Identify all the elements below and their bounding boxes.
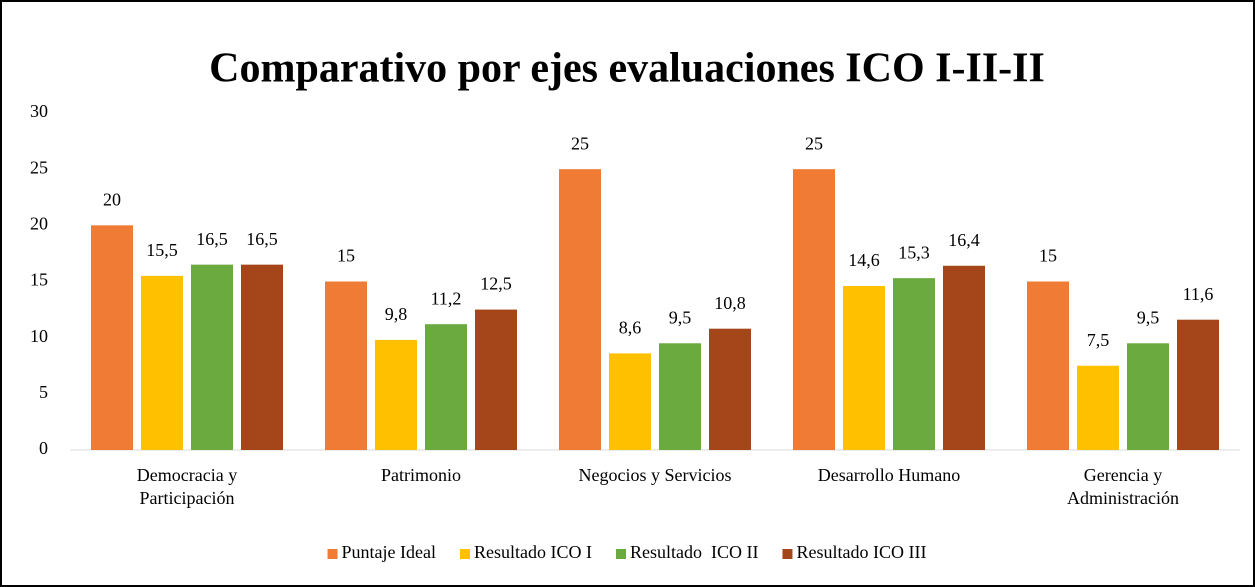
bar (1127, 343, 1169, 450)
data-label: 25 (805, 133, 823, 153)
x-tick-label: Gerencia y Administración (1067, 465, 1179, 508)
y-tick-label: 15 (30, 270, 48, 290)
legend-label: Resultado ICO II (630, 542, 758, 562)
bar (659, 343, 701, 450)
bar (609, 353, 651, 450)
bar (475, 309, 517, 450)
data-label: 11,6 (1183, 284, 1214, 304)
data-label: 12,5 (480, 274, 512, 294)
legend-swatch (460, 549, 471, 559)
x-tick-label: Desarrollo Humano (817, 465, 961, 485)
bar (425, 324, 467, 450)
x-tick-label: Negocios y Servicios (578, 465, 732, 485)
data-label: 16,5 (196, 229, 228, 249)
bar (1177, 319, 1219, 450)
y-tick-label: 25 (30, 157, 48, 177)
y-tick-label: 0 (39, 438, 48, 458)
x-tick-label: Patrimonio (381, 465, 461, 485)
y-tick-label: 30 (30, 101, 48, 121)
data-label: 15 (337, 246, 355, 266)
bar (893, 278, 935, 450)
data-label: 10,8 (714, 293, 746, 313)
legend-label: Resultado ICO I (474, 542, 592, 562)
chart-title: Comparativo por ejes evaluaciones ICO I-… (209, 46, 1045, 92)
data-label: 11,2 (431, 288, 462, 308)
data-label: 8,6 (619, 318, 642, 338)
bar (843, 285, 885, 450)
data-label: 9,5 (1137, 307, 1160, 327)
bar (191, 264, 233, 450)
legend-label: Resultado ICO III (796, 542, 926, 562)
data-label: 15,5 (146, 240, 178, 260)
bar (793, 169, 835, 450)
bar (375, 339, 417, 450)
bar (241, 264, 283, 450)
y-tick-label: 5 (39, 382, 48, 402)
bar (1027, 281, 1069, 450)
data-label: 16,4 (948, 230, 980, 250)
data-label: 7,5 (1087, 330, 1110, 350)
y-tick-label: 20 (30, 213, 48, 233)
legend-swatch (327, 549, 338, 559)
bar (559, 169, 601, 450)
y-tick-label: 10 (30, 326, 48, 346)
bar (325, 281, 367, 450)
data-label: 25 (571, 133, 589, 153)
bar (91, 225, 133, 450)
legend-swatch (782, 549, 793, 559)
data-label: 15 (1039, 246, 1057, 266)
bar (943, 265, 985, 450)
data-label: 9,5 (669, 307, 692, 327)
legend-swatch (615, 549, 626, 559)
x-tick-label: Democracia y Participación (136, 465, 238, 508)
data-label: 20 (103, 189, 121, 209)
data-label: 14,6 (848, 250, 880, 270)
data-label: 9,8 (385, 304, 408, 324)
bar (1077, 365, 1119, 450)
bar (709, 328, 751, 450)
bar (141, 275, 183, 450)
legend-label: Puntaje Ideal (342, 542, 436, 562)
data-label: 15,3 (898, 242, 930, 262)
data-label: 16,5 (246, 229, 278, 249)
